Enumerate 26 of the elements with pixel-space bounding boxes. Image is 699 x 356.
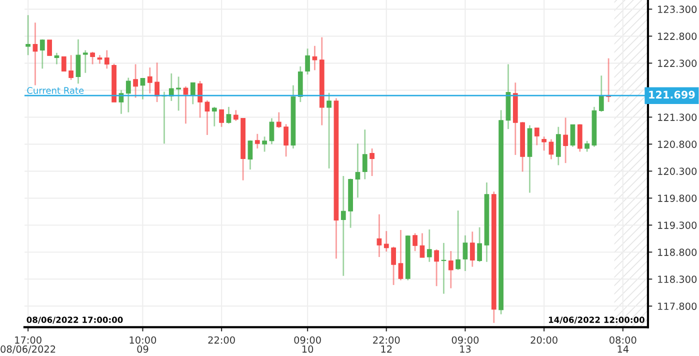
x-tick-label: 08:00 14 — [610, 336, 636, 353]
x-tick-label: 22:00 12 — [373, 336, 400, 353]
y-tick-label: 121.300 — [658, 114, 697, 121]
x-tick-label: 09:00 10 — [294, 336, 321, 353]
y-tick-label: 119.800 — [658, 194, 697, 202]
x-tick-label: 09:00 13 — [452, 336, 479, 353]
annotation: 14/06/2022 12:00:00 — [548, 316, 644, 324]
x-tick-label: 17:00 08/06/2022 — [0, 336, 56, 354]
x-tick-label: 22:00 — [208, 336, 235, 344]
candlestick — [61, 56, 66, 72]
candlestick — [570, 124, 576, 148]
annotation: 08/06/2022 17:00:00 — [26, 316, 123, 324]
y-tick-label: 118.300 — [658, 276, 697, 283]
x-tick-label: 10:00 09 — [130, 336, 156, 353]
candlestick — [47, 40, 52, 56]
y-tick-label: 119.300 — [658, 222, 697, 229]
y-tick-label: 122.800 — [658, 32, 697, 40]
y-tick-label: 120.300 — [658, 168, 697, 175]
y-tick-label: 122.300 — [658, 60, 697, 67]
y-tick-label: 118.800 — [658, 248, 697, 256]
y-tick-label: 123.300 — [658, 6, 697, 14]
x-tick-label: 20:00 — [530, 336, 558, 344]
y-tick-label: 117.800 — [658, 302, 697, 310]
ref-line-label: Current Rate — [27, 87, 84, 94]
y-tick-label: 120.800 — [658, 140, 697, 148]
text: 121.699 — [649, 90, 695, 99]
